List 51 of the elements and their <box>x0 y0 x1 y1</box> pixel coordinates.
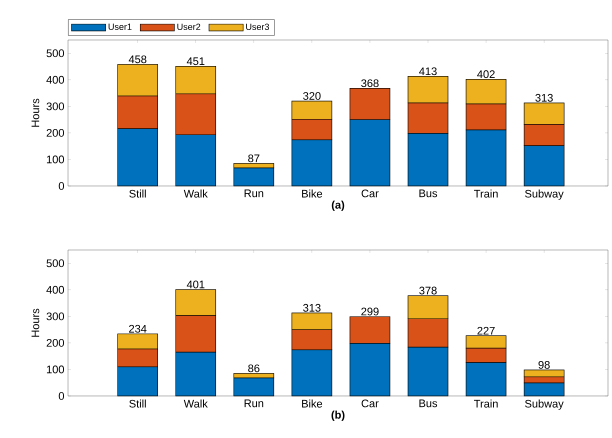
total-label: 98 <box>538 360 550 369</box>
x-tick-label: Subway <box>525 400 564 410</box>
total-label: 313 <box>535 94 553 102</box>
x-tick-label: Train <box>474 400 498 408</box>
x-tick-label: Still <box>129 400 146 408</box>
total-label: 451 <box>186 57 204 66</box>
total-label: 368 <box>361 79 379 88</box>
total-label: 401 <box>186 280 204 288</box>
x-tick-label: Still <box>129 190 146 198</box>
total-label: 234 <box>129 324 147 333</box>
x-tick-label: Walk <box>184 190 208 198</box>
total-label: 402 <box>477 70 495 78</box>
x-tick-label: Train <box>474 190 498 198</box>
total-label: 227 <box>477 326 495 335</box>
x-tick-label: Bike <box>302 400 322 408</box>
x-tick-label: Walk <box>184 400 208 408</box>
y-tick-label: 0 <box>58 392 64 400</box>
y-tick-label: 500 <box>46 49 64 58</box>
total-label: 320 <box>303 92 321 100</box>
total-label: 413 <box>419 67 437 76</box>
y-tick-label: 400 <box>46 286 64 294</box>
y-tick-label: 400 <box>46 76 64 84</box>
y-tick-label: 100 <box>46 156 64 164</box>
y-tick-label: 100 <box>46 366 64 374</box>
legend-label: User1 <box>108 24 132 30</box>
total-label: 86 <box>248 364 260 372</box>
x-axis-title: (a) <box>332 200 344 211</box>
legend-label: User2 <box>177 24 200 30</box>
x-tick-label: Run <box>244 400 264 408</box>
x-tick-label: Bus <box>419 400 438 408</box>
y-tick-label: 500 <box>46 259 64 268</box>
y-axis-title: Hours <box>32 308 40 337</box>
y-tick-label: 200 <box>46 339 64 347</box>
x-tick-label: Car <box>362 400 379 408</box>
x-tick-label: Subway <box>525 190 564 200</box>
y-axis-title: Hours <box>32 98 40 127</box>
legend-label: User3 <box>246 24 270 30</box>
x-axis-title: (b) <box>332 410 344 421</box>
y-tick-label: 300 <box>46 102 64 110</box>
y-tick-label: 200 <box>46 129 64 137</box>
total-label: 458 <box>128 55 146 64</box>
x-tick-label: Run <box>244 190 264 198</box>
x-tick-label: Bike <box>302 190 322 198</box>
y-tick-label: 300 <box>46 312 64 320</box>
total-label: 378 <box>419 286 437 294</box>
y-tick-label: 0 <box>58 182 64 190</box>
x-tick-label: Bus <box>419 190 438 198</box>
x-tick-label: Car <box>362 190 379 198</box>
total-label: 299 <box>361 308 379 316</box>
total-label: 313 <box>303 304 321 312</box>
total-label: 87 <box>248 154 260 162</box>
